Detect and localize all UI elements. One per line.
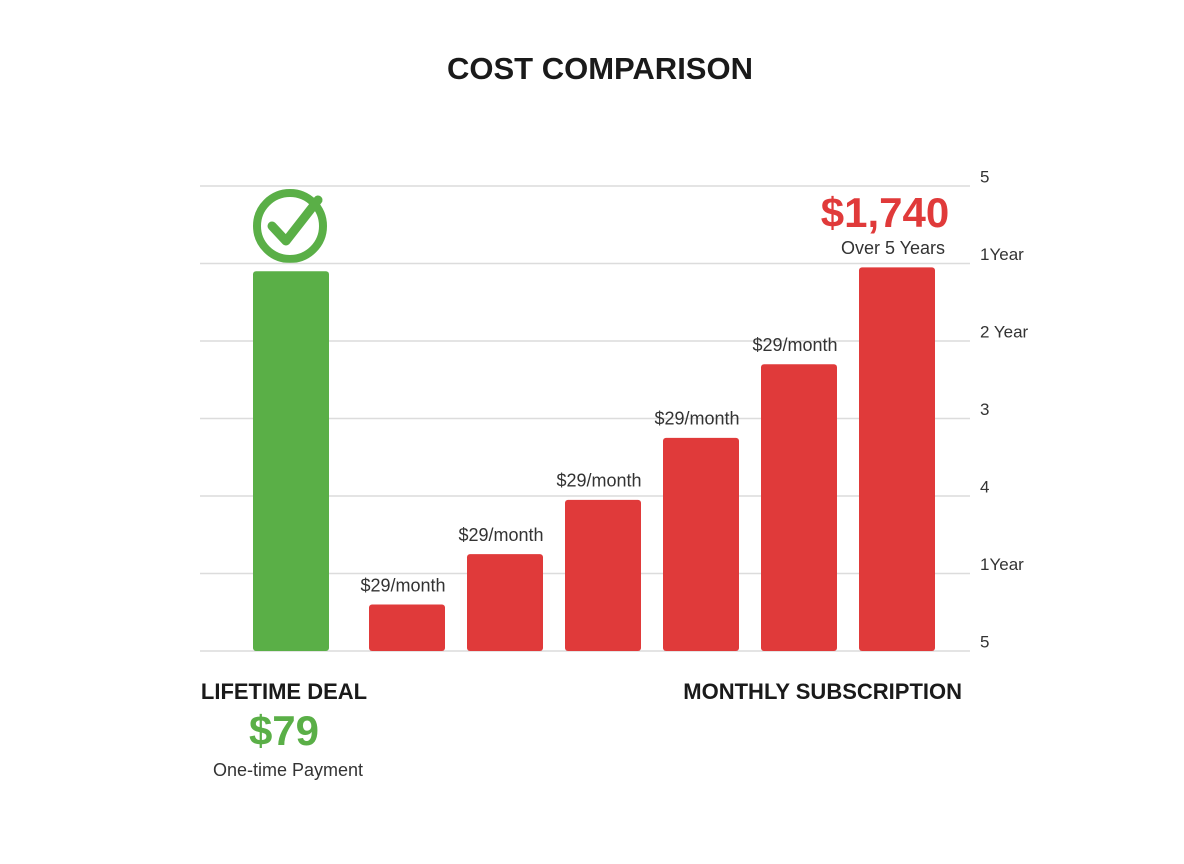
bar-label: $29/month — [458, 525, 543, 545]
group-label: LIFETIME DEAL — [201, 679, 367, 704]
y-tick-label: 2 Year — [980, 322, 1029, 341]
chart-title: COST COMPARISON — [447, 51, 753, 86]
check-icon — [253, 189, 327, 263]
bar — [253, 271, 329, 651]
bar-label: Over 5 Years — [841, 238, 945, 258]
bar — [663, 437, 739, 651]
bar — [369, 604, 445, 651]
bar — [761, 364, 837, 651]
bar — [467, 554, 543, 651]
lifetime-note: One-time Payment — [213, 760, 363, 780]
bar-label: $29/month — [556, 471, 641, 491]
lifetime-price: $79 — [249, 707, 319, 754]
y-tick-label: 5 — [980, 167, 989, 186]
y-tick-label: 1Year — [980, 245, 1024, 264]
group-label: MONTHLY SUBSCRIPTION — [683, 679, 962, 704]
bar-label: $29/month — [752, 335, 837, 355]
bar — [859, 267, 935, 651]
highlight-total: $1,740 — [821, 189, 949, 236]
bar-label: $29/month — [654, 409, 739, 429]
y-tick-label: 3 — [980, 400, 989, 419]
y-tick-label: 1Year — [980, 555, 1024, 574]
bar — [565, 499, 641, 651]
bar-label: $29/month — [360, 575, 445, 595]
y-tick-label: 5 — [980, 632, 989, 651]
y-tick-label: 4 — [980, 477, 989, 496]
